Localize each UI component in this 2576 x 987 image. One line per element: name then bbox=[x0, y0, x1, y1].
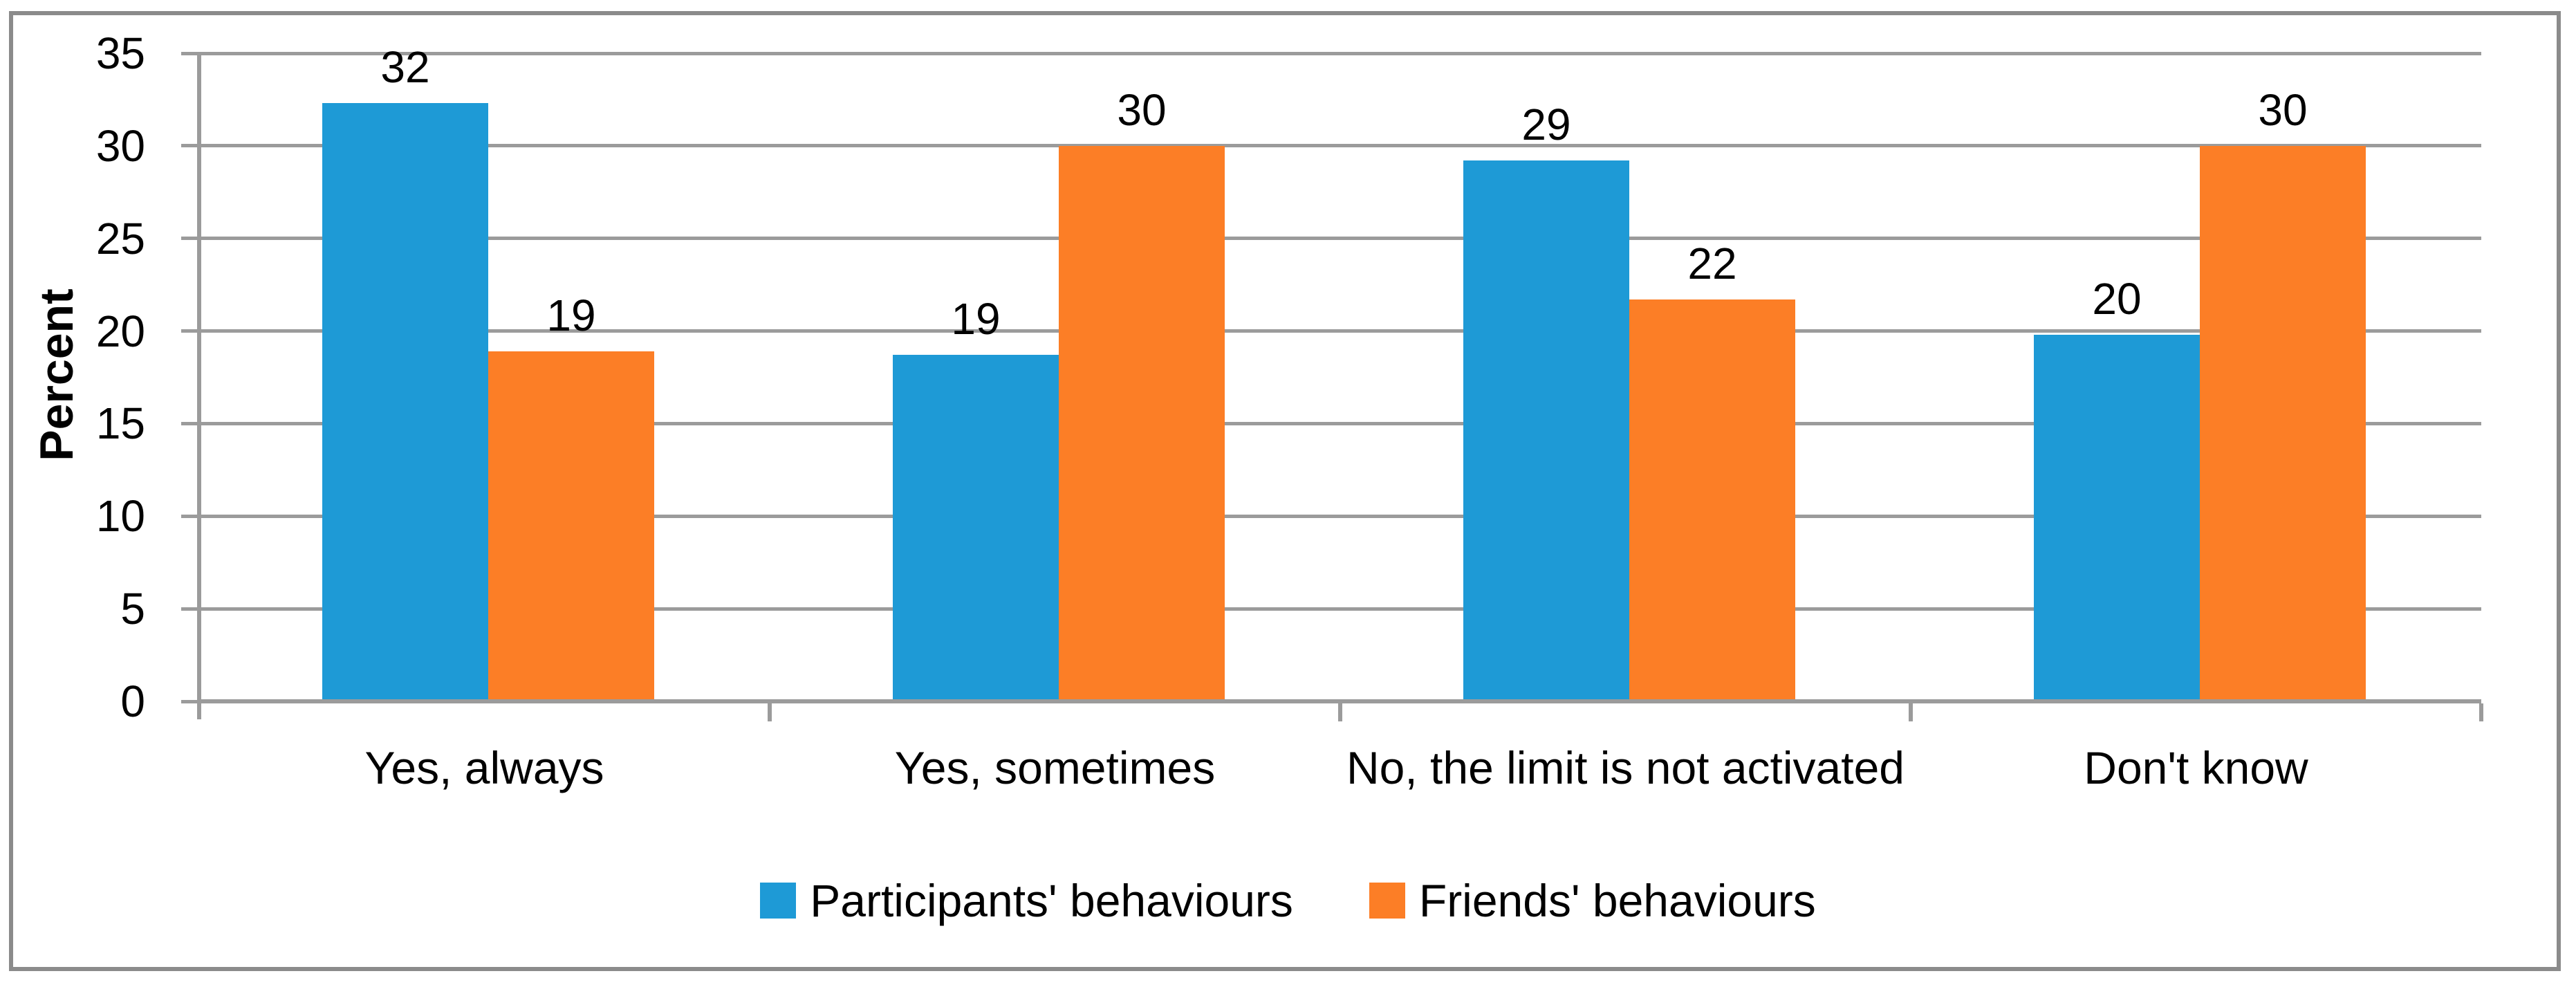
gridline bbox=[199, 421, 2481, 425]
bar-data-label: 29 bbox=[1521, 100, 1571, 150]
x-axis-tick bbox=[2479, 703, 2483, 721]
y-axis-tick bbox=[181, 421, 199, 425]
y-axis-tick bbox=[181, 514, 199, 518]
x-category-label: Yes, always bbox=[364, 742, 604, 793]
x-axis-tick bbox=[768, 703, 772, 721]
bar-data-label: 22 bbox=[1687, 239, 1737, 289]
y-tick-label: 5 bbox=[120, 584, 145, 634]
y-tick-label: 35 bbox=[95, 28, 145, 78]
bar bbox=[2200, 145, 2366, 701]
legend-label: Participants' behaviours bbox=[810, 875, 1293, 926]
bar-data-label: 30 bbox=[1117, 84, 1167, 135]
x-axis-tick bbox=[1909, 703, 1913, 721]
legend-label: Friends' behaviours bbox=[1418, 875, 1816, 926]
y-tick-label: 30 bbox=[95, 120, 145, 171]
gridline bbox=[199, 51, 2481, 55]
y-tick-label: 25 bbox=[95, 213, 145, 264]
gridline bbox=[199, 237, 2481, 241]
y-axis-tick bbox=[181, 51, 199, 55]
x-axis-line bbox=[199, 699, 2481, 703]
legend-swatch bbox=[760, 883, 797, 919]
bar-data-label: 20 bbox=[2092, 273, 2142, 324]
gridline bbox=[199, 329, 2481, 333]
y-axis-tick bbox=[181, 237, 199, 241]
legend-item: Participants' behaviours bbox=[760, 869, 1293, 932]
bar bbox=[1059, 145, 1225, 701]
y-tick-label: 0 bbox=[120, 676, 145, 726]
legend-item: Friends' behaviours bbox=[1369, 869, 1816, 932]
x-category-label: Yes, sometimes bbox=[894, 742, 1216, 793]
bar bbox=[488, 351, 654, 701]
gridline bbox=[199, 607, 2481, 611]
y-tick-label: 15 bbox=[95, 398, 145, 449]
y-axis-tick bbox=[181, 699, 199, 703]
y-axis-tick bbox=[181, 144, 199, 148]
x-category-label: No, the limit is not activated bbox=[1346, 742, 1905, 793]
legend-swatch bbox=[1369, 883, 1405, 919]
x-category-label: Don't know bbox=[2084, 742, 2308, 793]
y-tick-label: 10 bbox=[95, 491, 145, 542]
y-axis-tick bbox=[181, 607, 199, 611]
gridline bbox=[199, 144, 2481, 148]
bar-data-label: 32 bbox=[380, 42, 430, 93]
bar bbox=[1629, 299, 1795, 701]
legend: Participants' behaviours Friends' behavio… bbox=[0, 866, 2576, 935]
bar bbox=[322, 103, 488, 701]
bar-data-label: 30 bbox=[2258, 84, 2308, 135]
bar bbox=[2034, 334, 2200, 701]
bar bbox=[1463, 160, 1629, 701]
x-axis-tick bbox=[1338, 703, 1342, 721]
chart-border-frame bbox=[9, 11, 2561, 971]
y-tick-label: 20 bbox=[95, 306, 145, 356]
y-axis-tick bbox=[181, 329, 199, 333]
y-axis-line bbox=[197, 53, 201, 719]
gridline bbox=[199, 514, 2481, 518]
bar-data-label: 19 bbox=[546, 290, 596, 341]
bar-data-label: 19 bbox=[951, 294, 1001, 344]
bar bbox=[893, 355, 1059, 701]
plot-area: 0 5 10 15 20 25 30 35 32 19 29 20 19 30 22 30 Yes, alway… bbox=[96, 31, 2483, 793]
